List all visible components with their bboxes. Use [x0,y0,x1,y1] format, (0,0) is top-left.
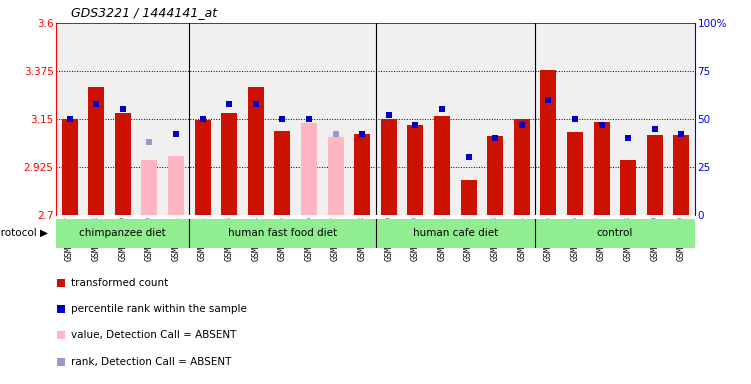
Bar [56,219,189,248]
Text: rank, Detection Call = ABSENT: rank, Detection Call = ABSENT [71,357,231,367]
Bar [376,219,535,248]
Bar [593,122,610,215]
Bar [115,113,131,215]
Text: GDS3221 / 1444141_at: GDS3221 / 1444141_at [71,6,218,19]
Bar [141,160,158,215]
Bar [327,137,344,215]
Bar [674,135,689,215]
Text: chimpanzee diet: chimpanzee diet [80,228,166,238]
Bar [248,87,264,215]
Bar [535,219,695,248]
Bar [620,160,636,215]
Bar [567,132,583,215]
Bar [514,119,529,215]
Bar [195,120,210,215]
Bar [189,219,376,248]
Bar [168,156,184,215]
Text: percentile rank within the sample: percentile rank within the sample [71,304,247,314]
Text: control: control [597,228,633,238]
Bar [408,126,424,215]
Bar [434,116,450,215]
Bar [354,134,370,215]
Bar [460,180,477,215]
Bar [381,119,397,215]
Text: protocol ▶: protocol ▶ [0,228,48,238]
Bar [487,136,503,215]
Bar [541,70,556,215]
Bar [89,87,104,215]
Bar [274,131,291,215]
Bar [222,113,237,215]
Text: value, Detection Call = ABSENT: value, Detection Call = ABSENT [71,330,237,340]
Text: transformed count: transformed count [71,278,168,288]
Bar [62,119,77,215]
Bar [647,135,663,215]
Text: human cafe diet: human cafe diet [412,228,498,238]
Text: human fast food diet: human fast food diet [228,228,337,238]
Bar [301,123,317,215]
